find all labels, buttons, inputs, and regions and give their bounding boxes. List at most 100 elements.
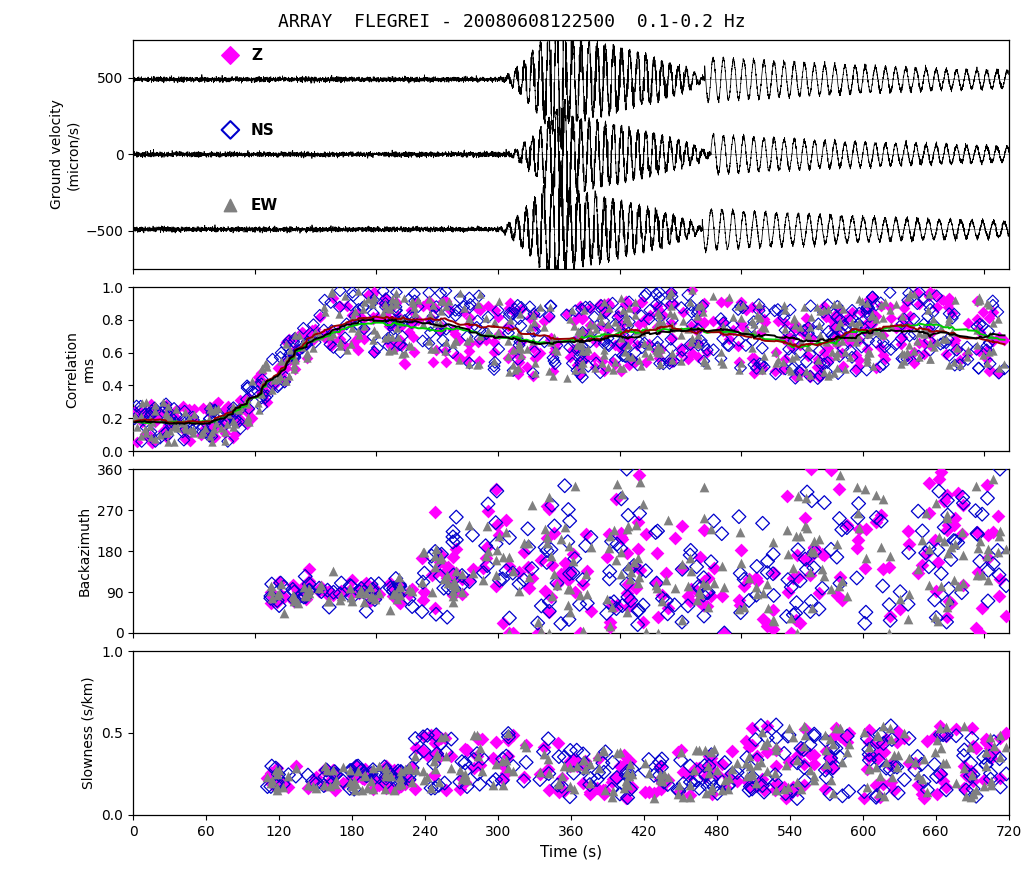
Point (811, 602, 827, 616)
Point (432, 316, 449, 330)
Point (876, 788, 892, 803)
Point (636, 337, 652, 351)
Point (575, 753, 592, 767)
Point (682, 298, 698, 312)
Point (568, 759, 585, 774)
Point (257, 357, 273, 371)
Point (900, 338, 916, 352)
Point (641, 337, 657, 351)
Point (549, 344, 565, 358)
Point (721, 779, 737, 793)
Point (436, 342, 453, 356)
Point (461, 574, 477, 589)
Point (537, 314, 553, 328)
Point (740, 571, 757, 585)
Point (543, 336, 559, 350)
Point (971, 361, 987, 375)
Point (738, 766, 755, 781)
Point (664, 352, 680, 366)
Point (326, 327, 342, 341)
Point (391, 596, 408, 611)
Point (755, 586, 771, 600)
Point (435, 581, 452, 596)
Point (606, 522, 623, 537)
Point (354, 312, 371, 326)
Point (511, 584, 527, 598)
Point (241, 402, 257, 416)
Point (817, 729, 834, 743)
Point (695, 355, 712, 369)
Point (407, 345, 423, 359)
Point (768, 731, 784, 745)
Point (684, 305, 700, 319)
Point (288, 761, 304, 775)
Point (767, 344, 783, 359)
Point (714, 757, 730, 771)
Point (556, 783, 572, 797)
Point (851, 522, 867, 536)
Point (232, 421, 249, 435)
Point (802, 369, 818, 383)
Point (227, 427, 244, 441)
Point (204, 419, 220, 433)
Point (888, 322, 904, 336)
Point (561, 351, 578, 365)
Point (703, 748, 720, 762)
Point (436, 776, 453, 790)
Point (169, 421, 185, 435)
Point (562, 760, 579, 774)
Point (512, 350, 528, 364)
Point (350, 764, 367, 778)
Point (933, 741, 949, 755)
Point (294, 325, 310, 339)
Point (920, 783, 936, 797)
Point (358, 768, 375, 782)
Point (571, 588, 588, 602)
Point (297, 589, 313, 603)
Point (287, 331, 303, 345)
Point (596, 298, 612, 312)
Point (714, 559, 730, 574)
Point (651, 285, 668, 300)
Point (628, 303, 644, 317)
Point (647, 576, 664, 590)
Point (382, 581, 398, 595)
Point (224, 404, 241, 418)
Point (695, 511, 712, 525)
Point (143, 413, 160, 427)
Point (244, 374, 260, 388)
Point (796, 743, 812, 757)
Point (142, 419, 159, 433)
Point (963, 768, 979, 782)
Point (802, 320, 818, 334)
Point (601, 565, 617, 579)
Point (818, 757, 835, 771)
Point (894, 311, 910, 325)
Point (544, 558, 560, 572)
Point (378, 776, 394, 790)
Point (818, 770, 835, 784)
Point (315, 778, 332, 792)
Point (505, 566, 521, 580)
Point (490, 342, 507, 356)
Point (653, 772, 670, 786)
Point (787, 606, 804, 620)
Point (819, 302, 836, 316)
Point (667, 531, 683, 545)
Point (478, 327, 495, 341)
Point (829, 329, 846, 343)
Point (487, 773, 504, 787)
Point (400, 588, 417, 602)
Point (501, 365, 517, 379)
Point (444, 550, 461, 564)
Point (819, 341, 836, 355)
Point (945, 534, 962, 548)
Point (971, 344, 987, 358)
Point (753, 719, 769, 733)
Point (525, 307, 542, 322)
Point (835, 729, 851, 744)
Point (378, 760, 394, 774)
Point (307, 335, 324, 349)
Point (853, 294, 869, 308)
Point (578, 351, 594, 365)
